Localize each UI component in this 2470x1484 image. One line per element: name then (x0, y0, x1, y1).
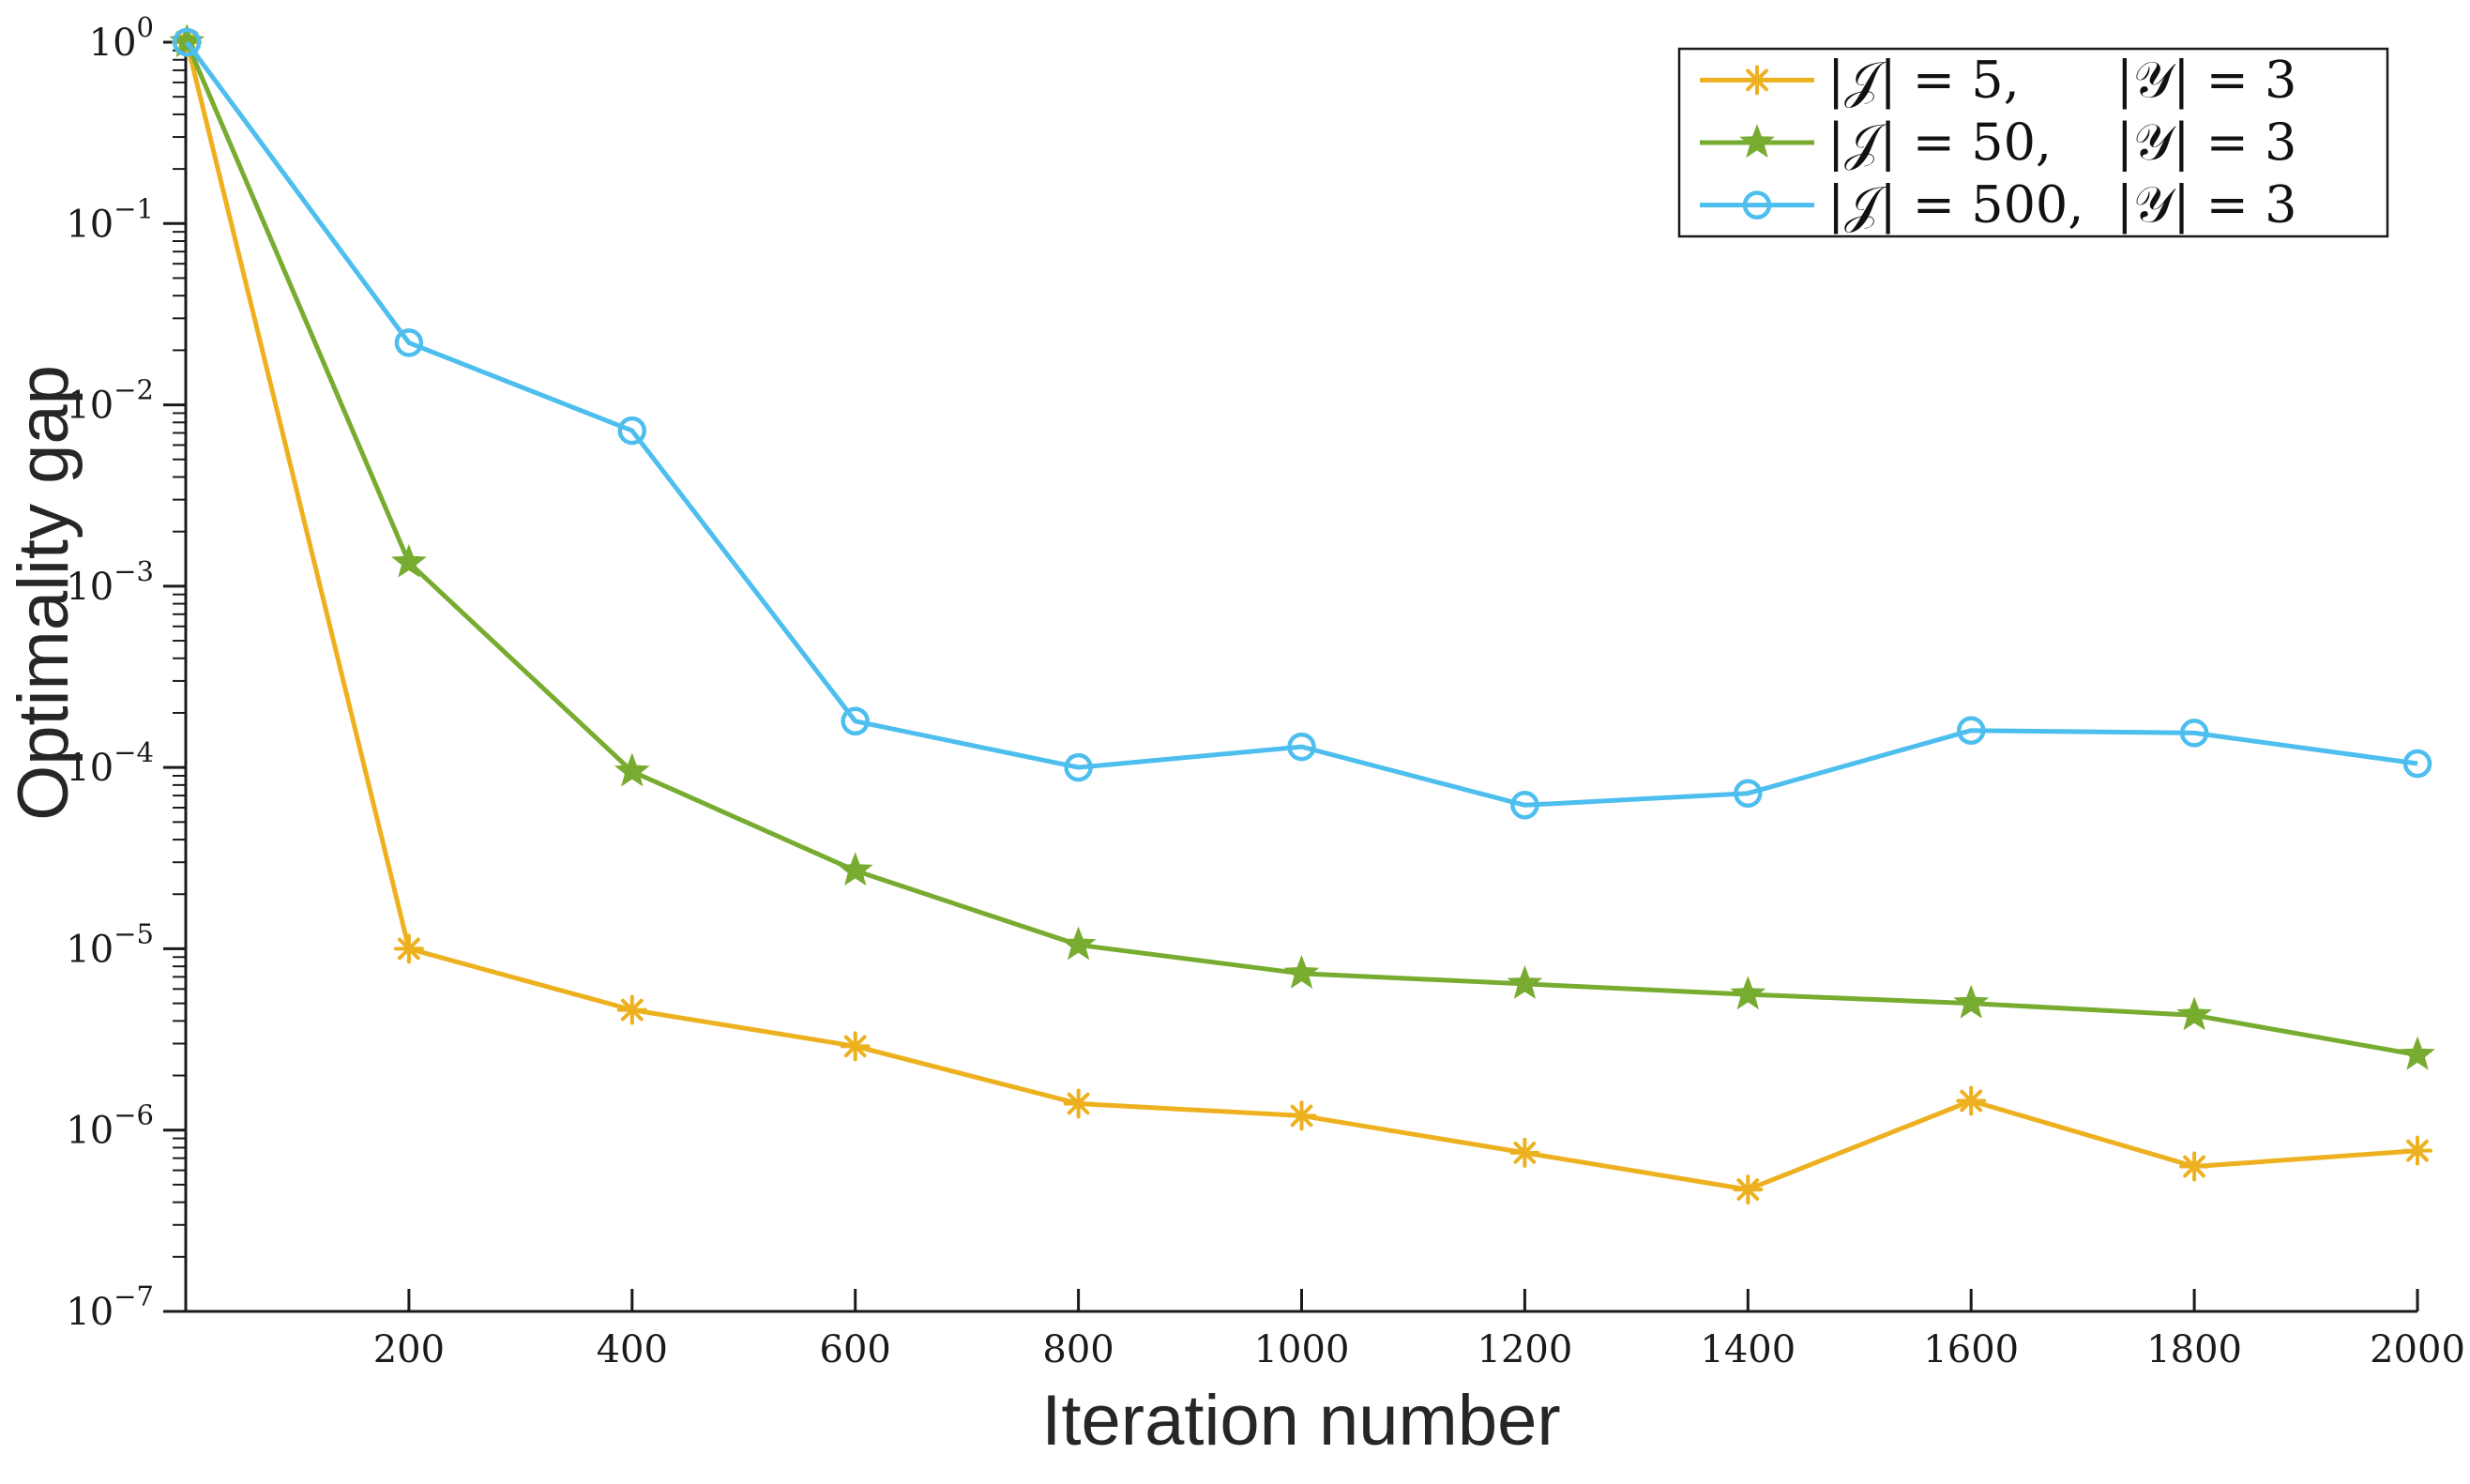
y-tick-label: 10−1 (66, 192, 154, 246)
star-marker (1060, 926, 1097, 961)
series (169, 23, 2435, 1070)
circle-marker (1287, 732, 1316, 762)
series-line (185, 40, 2418, 808)
legend-item: |𝒥| = 50, |𝒴| = 3 (1700, 113, 2296, 172)
x-tick-label: 1400 (1700, 1328, 1796, 1371)
circle-marker (1064, 752, 1093, 782)
asterisk-marker (840, 1031, 871, 1062)
star-marker (614, 752, 650, 787)
asterisk-marker (2402, 1135, 2432, 1166)
circle-marker (172, 27, 202, 57)
circle-marker (617, 416, 647, 446)
asterisk-marker (1286, 1100, 1317, 1131)
data-series (169, 23, 2435, 1205)
x-tick-label: 200 (373, 1328, 445, 1371)
legend-item: |𝒥| = 500, |𝒴| = 3 (1700, 175, 2296, 235)
asterisk-marker (1956, 1085, 1987, 1116)
star-marker (837, 852, 873, 886)
x-tick-label: 1800 (2146, 1328, 2242, 1371)
legend: |𝒥| = 5, |𝒴| = 3|𝒥| = 50, |𝒴| = 3|𝒥| = 5… (1677, 47, 2389, 238)
x-axis-label: Iteration number (1041, 1381, 1560, 1461)
legend-label: |𝒥| = 500, |𝒴| = 3 (1827, 175, 2296, 235)
star-marker (2176, 996, 2212, 1031)
x-tick-label: 1200 (1477, 1328, 1573, 1371)
x-tick-label: 600 (820, 1328, 891, 1371)
x-tick-label: 1600 (1923, 1328, 2019, 1371)
asterisk-marker (1509, 1137, 1540, 1168)
circle-marker (2179, 719, 2209, 748)
legend-label: |𝒥| = 50, |𝒴| = 3 (1827, 113, 2296, 172)
circle-marker (1510, 791, 1539, 820)
asterisk-marker (1733, 1174, 1764, 1205)
star-marker (1507, 965, 1543, 999)
y-tick-label: 10−6 (66, 1099, 154, 1153)
star-marker (1283, 954, 1320, 989)
circle-marker (394, 328, 424, 357)
x-tick-label: 800 (1042, 1328, 1114, 1371)
asterisk-marker (616, 994, 647, 1025)
y-tick-label: 10−5 (66, 917, 154, 971)
asterisk-marker (1063, 1088, 1094, 1119)
x-tick-label: 1000 (1254, 1328, 1350, 1371)
legend-label: |𝒥| = 5, |𝒴| = 3 (1827, 50, 2296, 109)
legend-item: |𝒥| = 5, |𝒴| = 3 (1700, 50, 2296, 109)
circle-marker (1956, 716, 1986, 745)
circle-marker (2402, 749, 2432, 779)
circle-marker (1742, 190, 1772, 220)
star-marker (2400, 1036, 2435, 1070)
x-tick-label: 2000 (2370, 1328, 2465, 1371)
x-tick-label: 400 (597, 1328, 668, 1371)
y-tick-label: 100 (89, 11, 154, 65)
star-marker (1739, 124, 1775, 159)
asterisk-marker (1742, 65, 1772, 96)
star-marker (1953, 984, 1990, 1019)
series (172, 27, 2432, 820)
asterisk-marker (393, 933, 424, 964)
star-marker (1730, 976, 1766, 1010)
y-axis-label: Optimality gap (4, 365, 83, 821)
y-tick-label: 10−7 (66, 1280, 154, 1334)
circle-marker (1734, 779, 1763, 808)
asterisk-marker (2179, 1151, 2210, 1182)
circle-marker (841, 706, 870, 736)
star-marker (391, 543, 427, 578)
